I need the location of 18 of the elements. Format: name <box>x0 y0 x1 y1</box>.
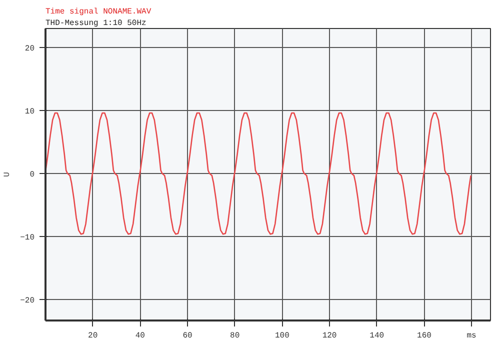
x-tick-label: 120 <box>322 332 337 340</box>
x-tick-label: 80 <box>230 332 240 340</box>
chart-title: Time signal NONAME.WAV <box>46 8 152 16</box>
x-tick-label: 40 <box>135 332 146 340</box>
line-series <box>46 112 472 235</box>
y-tick-label: −20 <box>20 296 35 306</box>
x-tick-label: 160 <box>417 332 432 340</box>
y-tick-label: 0 <box>30 170 35 180</box>
x-tick-label: 100 <box>275 332 290 340</box>
y-tick-label: 10 <box>24 107 35 116</box>
y-tick-label: −10 <box>20 234 35 243</box>
x-tick-label: 140 <box>370 332 384 340</box>
chart-subtitle: THD-Messung 1:10 50Hz <box>46 19 147 28</box>
y-tick-label: 20 <box>24 44 35 54</box>
x-tick-label: 20 <box>88 332 98 340</box>
x-tick-label: 60 <box>182 332 193 340</box>
y-axis-title: U <box>3 172 12 177</box>
x-tick-label: ms <box>466 332 477 340</box>
